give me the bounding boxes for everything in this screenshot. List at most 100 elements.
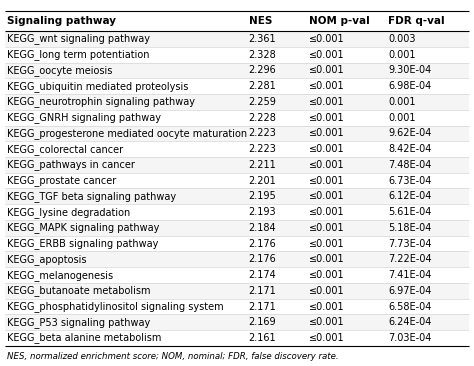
Text: 5.61E-04: 5.61E-04 bbox=[388, 207, 431, 217]
Text: 6.97E-04: 6.97E-04 bbox=[388, 286, 431, 296]
Text: NES, normalized enrichment score; NOM, nominal; FDR, false discovery rate.: NES, normalized enrichment score; NOM, n… bbox=[7, 352, 339, 361]
Bar bbox=[5, 94, 469, 110]
Text: KEGG_lysine degradation: KEGG_lysine degradation bbox=[7, 207, 130, 217]
Text: KEGG_ERBB signaling pathway: KEGG_ERBB signaling pathway bbox=[7, 238, 158, 249]
Bar bbox=[5, 236, 469, 251]
Text: 2.281: 2.281 bbox=[249, 81, 276, 91]
Text: ≤0.001: ≤0.001 bbox=[309, 128, 345, 138]
Text: 2.169: 2.169 bbox=[249, 317, 276, 327]
Text: 2.193: 2.193 bbox=[249, 207, 276, 217]
Text: ≤0.001: ≤0.001 bbox=[309, 176, 345, 186]
Text: ≤0.001: ≤0.001 bbox=[309, 286, 345, 296]
Text: ≤0.001: ≤0.001 bbox=[309, 254, 345, 264]
Text: ≤0.001: ≤0.001 bbox=[309, 207, 345, 217]
Bar bbox=[5, 267, 469, 283]
Bar bbox=[5, 63, 469, 78]
Text: KEGG_beta alanine metabolism: KEGG_beta alanine metabolism bbox=[7, 333, 162, 343]
Text: 7.73E-04: 7.73E-04 bbox=[388, 239, 431, 249]
Text: 2.223: 2.223 bbox=[249, 144, 276, 154]
Text: 2.201: 2.201 bbox=[249, 176, 276, 186]
Text: 0.001: 0.001 bbox=[388, 113, 416, 123]
Bar bbox=[5, 251, 469, 267]
Text: 0.003: 0.003 bbox=[388, 34, 416, 44]
Bar bbox=[5, 157, 469, 173]
Text: 6.98E-04: 6.98E-04 bbox=[388, 81, 431, 91]
Text: KEGG_colorectal cancer: KEGG_colorectal cancer bbox=[7, 144, 123, 154]
Text: KEGG_oocyte meiosis: KEGG_oocyte meiosis bbox=[7, 65, 112, 76]
Text: 2.161: 2.161 bbox=[249, 333, 276, 343]
Text: KEGG_apoptosis: KEGG_apoptosis bbox=[7, 254, 87, 265]
Text: KEGG_MAPK signaling pathway: KEGG_MAPK signaling pathway bbox=[7, 223, 159, 233]
Text: 5.18E-04: 5.18E-04 bbox=[388, 223, 431, 233]
Text: 2.228: 2.228 bbox=[249, 113, 276, 123]
Text: ≤0.001: ≤0.001 bbox=[309, 191, 345, 201]
Text: 2.174: 2.174 bbox=[249, 270, 276, 280]
Text: KEGG_ubiquitin mediated proteolysis: KEGG_ubiquitin mediated proteolysis bbox=[7, 81, 189, 92]
Bar bbox=[5, 126, 469, 141]
Text: ≤0.001: ≤0.001 bbox=[309, 66, 345, 75]
Text: 2.184: 2.184 bbox=[249, 223, 276, 233]
Text: 7.41E-04: 7.41E-04 bbox=[388, 270, 431, 280]
Text: ≤0.001: ≤0.001 bbox=[309, 34, 345, 44]
Text: 2.211: 2.211 bbox=[249, 160, 276, 170]
Text: KEGG_GNRH signaling pathway: KEGG_GNRH signaling pathway bbox=[7, 112, 161, 123]
Text: KEGG_wnt signaling pathway: KEGG_wnt signaling pathway bbox=[7, 34, 150, 44]
Text: 7.03E-04: 7.03E-04 bbox=[388, 333, 431, 343]
Text: KEGG_progesterone mediated oocyte maturation: KEGG_progesterone mediated oocyte matura… bbox=[7, 128, 247, 139]
Bar bbox=[5, 31, 469, 47]
Text: 2.223: 2.223 bbox=[249, 128, 276, 138]
Text: ≤0.001: ≤0.001 bbox=[309, 223, 345, 233]
Text: 6.58E-04: 6.58E-04 bbox=[388, 302, 431, 311]
Text: ≤0.001: ≤0.001 bbox=[309, 302, 345, 311]
Text: 2.259: 2.259 bbox=[249, 97, 276, 107]
Text: 2.176: 2.176 bbox=[249, 254, 276, 264]
Bar bbox=[5, 141, 469, 157]
Text: 2.296: 2.296 bbox=[249, 66, 276, 75]
Text: KEGG_butanoate metabolism: KEGG_butanoate metabolism bbox=[7, 285, 151, 296]
Text: 6.12E-04: 6.12E-04 bbox=[388, 191, 431, 201]
Text: 2.171: 2.171 bbox=[249, 302, 276, 311]
Text: NES: NES bbox=[249, 16, 272, 26]
Text: ≤0.001: ≤0.001 bbox=[309, 97, 345, 107]
Text: 9.62E-04: 9.62E-04 bbox=[388, 128, 431, 138]
Text: 6.24E-04: 6.24E-04 bbox=[388, 317, 431, 327]
Bar bbox=[5, 110, 469, 126]
Text: 2.171: 2.171 bbox=[249, 286, 276, 296]
Text: KEGG_prostate cancer: KEGG_prostate cancer bbox=[7, 175, 116, 186]
Text: 9.30E-04: 9.30E-04 bbox=[388, 66, 431, 75]
Bar bbox=[5, 314, 469, 330]
Bar bbox=[5, 204, 469, 220]
Text: ≤0.001: ≤0.001 bbox=[309, 113, 345, 123]
Bar bbox=[5, 78, 469, 94]
Text: KEGG_neurotrophin signaling pathway: KEGG_neurotrophin signaling pathway bbox=[7, 97, 195, 107]
Text: ≤0.001: ≤0.001 bbox=[309, 144, 345, 154]
Text: KEGG_TGF beta signaling pathway: KEGG_TGF beta signaling pathway bbox=[7, 191, 176, 202]
Text: 0.001: 0.001 bbox=[388, 97, 416, 107]
Bar bbox=[5, 330, 469, 346]
Text: KEGG_phosphatidylinositol signaling system: KEGG_phosphatidylinositol signaling syst… bbox=[7, 301, 224, 312]
Text: ≤0.001: ≤0.001 bbox=[309, 239, 345, 249]
Bar bbox=[5, 283, 469, 299]
Text: 0.001: 0.001 bbox=[388, 50, 416, 60]
Text: 2.361: 2.361 bbox=[249, 34, 276, 44]
Text: 6.73E-04: 6.73E-04 bbox=[388, 176, 431, 186]
Bar bbox=[5, 173, 469, 188]
Text: NOM p-val: NOM p-val bbox=[309, 16, 370, 26]
Text: ≤0.001: ≤0.001 bbox=[309, 270, 345, 280]
Text: KEGG_melanogenesis: KEGG_melanogenesis bbox=[7, 270, 113, 280]
Text: 7.48E-04: 7.48E-04 bbox=[388, 160, 431, 170]
Text: 8.42E-04: 8.42E-04 bbox=[388, 144, 431, 154]
Text: ≤0.001: ≤0.001 bbox=[309, 317, 345, 327]
Bar bbox=[5, 47, 469, 63]
Text: ≤0.001: ≤0.001 bbox=[309, 50, 345, 60]
Text: ≤0.001: ≤0.001 bbox=[309, 81, 345, 91]
Bar bbox=[5, 220, 469, 236]
Text: KEGG_pathways in cancer: KEGG_pathways in cancer bbox=[7, 160, 135, 170]
Text: KEGG_long term potentiation: KEGG_long term potentiation bbox=[7, 49, 150, 60]
Bar bbox=[5, 188, 469, 204]
Text: 7.22E-04: 7.22E-04 bbox=[388, 254, 432, 264]
Text: ≤0.001: ≤0.001 bbox=[309, 333, 345, 343]
Text: 2.195: 2.195 bbox=[249, 191, 276, 201]
Text: FDR q-val: FDR q-val bbox=[388, 16, 445, 26]
Text: Signaling pathway: Signaling pathway bbox=[7, 16, 116, 26]
